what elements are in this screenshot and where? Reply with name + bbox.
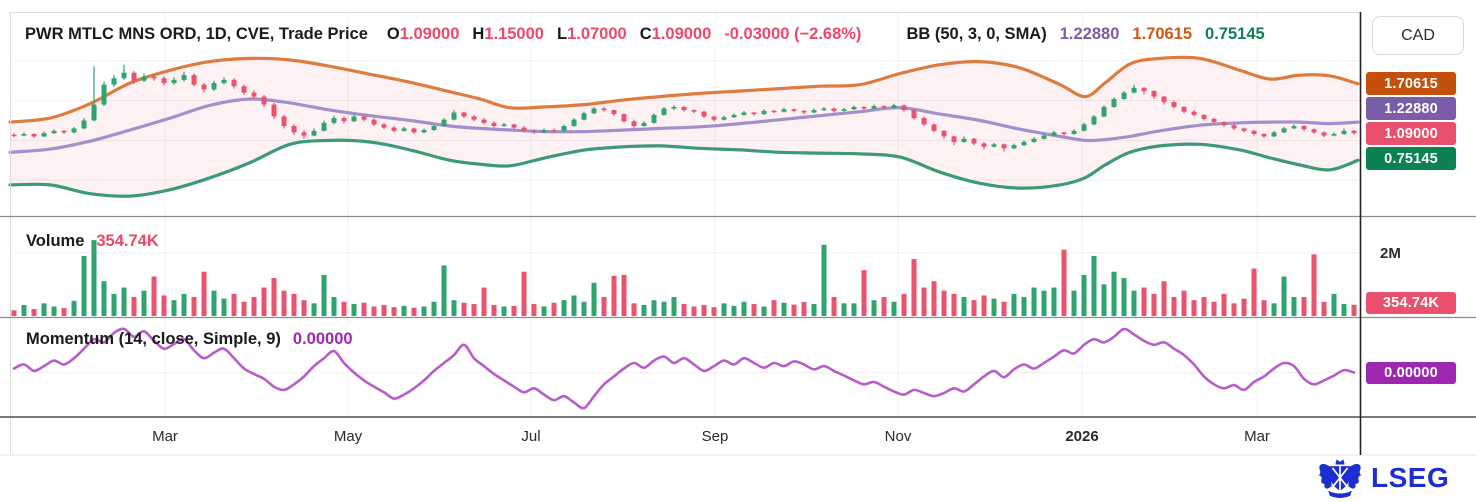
bb-upper-value: 1.70615 [1132,25,1193,43]
instrument-title[interactable]: PWR MTLC MNS ORD, 1D, CVE, Trade Price [25,25,368,43]
close-key: C [639,25,652,43]
volume-scale-label: 2M [1380,245,1401,262]
volume-value: 354.74K [96,232,159,250]
currency-button[interactable]: CAD [1372,16,1464,55]
last-price-badge: 1.09000 [1366,122,1456,145]
lseg-logo: LSEG [1318,458,1449,498]
momentum-label[interactable]: Momentum (14, close, Simple, 9) [26,330,281,348]
time-axis-label: Sep [701,428,729,445]
bb-lower-value: 0.75145 [1205,25,1265,43]
time-axis-label: Nov [884,428,912,445]
ohlc-open: O1.09000 [387,25,460,44]
open-key: O [386,25,400,43]
low-key: L [556,25,568,43]
ohlc-high: H1.15000 [472,25,544,44]
open-value: 1.09000 [399,25,460,43]
close-value: 1.09000 [651,25,712,43]
price-pane-legend: PWR MTLC MNS ORD, 1D, CVE, Trade Price O… [25,25,1265,44]
high-key: H [472,25,485,43]
change-value: -0.03000 (−2.68%) [724,25,862,43]
time-axis-label: Mar [1244,428,1270,445]
ohlc-low: L1.07000 [557,25,627,44]
time-axis-label: May [333,428,363,445]
time-axis-label: Mar [152,428,178,445]
momentum-pane-legend: Momentum (14, close, Simple, 9) 0.00000 [26,330,353,349]
bb-legend-label[interactable]: BB (50, 3, 0, SMA) [906,25,1047,43]
bb-middle-badge: 1.22880 [1366,97,1456,120]
time-axis-label: Jul [521,428,541,445]
volume-label[interactable]: Volume [26,232,85,250]
momentum-value: 0.00000 [292,330,353,348]
low-value: 1.07000 [567,25,627,43]
volume-pane-legend: Volume 354.74K [26,232,159,251]
bb-lower-badge: 0.75145 [1366,147,1456,170]
high-value: 1.15000 [484,25,544,43]
momentum-badge: 0.00000 [1366,362,1456,384]
time-axis-label: 2026 [1065,428,1099,445]
ohlc-close: C1.09000 [640,25,712,44]
bb-mid-value: 1.22880 [1059,25,1120,43]
lseg-wordmark: LSEG [1371,462,1450,493]
volume-badge: 354.74K [1366,292,1456,314]
bb-upper-badge: 1.70615 [1366,72,1456,95]
lseg-crest-icon [1318,459,1362,498]
time-axis[interactable]: Mar May Jul Sep Nov 2026 Mar [0,426,1360,454]
